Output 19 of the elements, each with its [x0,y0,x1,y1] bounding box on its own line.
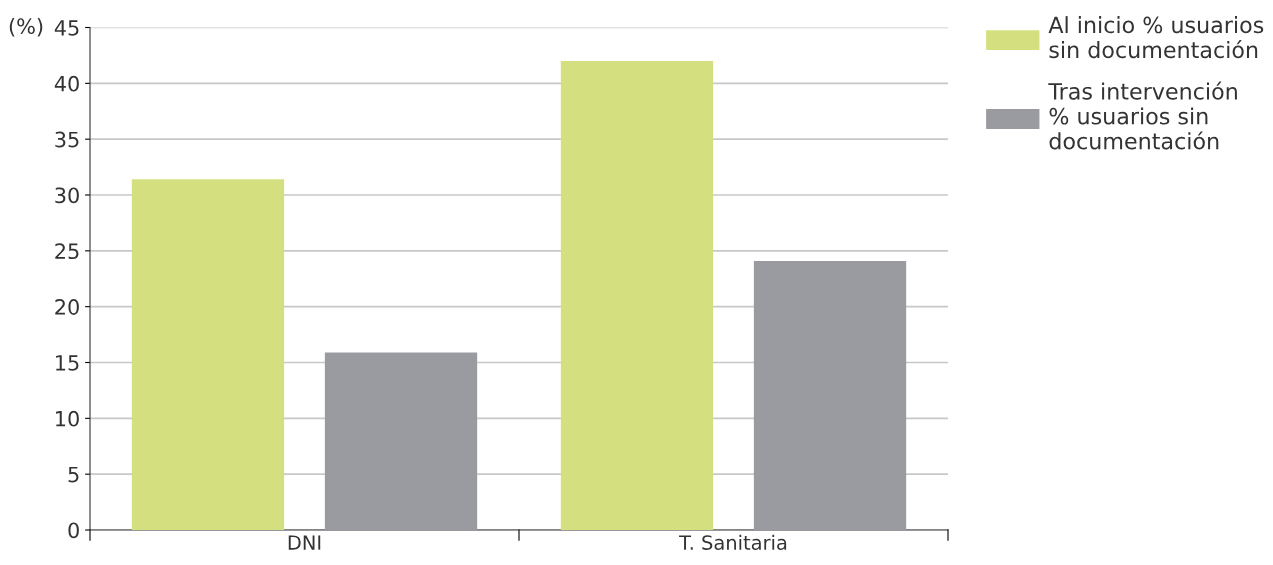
legend-label: Al inicio % usuarios sin documentación [1048,16,1264,59]
y-tick-label: 10 [56,410,79,427]
y-tick-label: 5 [68,466,79,483]
legend-label: Tras intervención % usuarios sin documentación [1048,81,1237,150]
bar [131,179,285,530]
y-tick-label: 35 [55,131,79,148]
y-tick-label: 20 [55,299,79,315]
y-tick-label: 0 [68,522,79,539]
x-tick-label: T. Sanitaria [679,534,787,550]
bar [560,61,714,530]
bar [753,260,907,530]
y-axis-title: (%) [9,17,43,37]
y-tick-label: 45 [54,20,79,36]
y-tick-label: 40 [54,75,79,92]
y-tick-label: 15 [56,355,79,371]
bar [324,352,478,530]
x-tick-label: DNI [288,535,321,550]
y-tick-label: 30 [55,187,79,204]
y-tick-label: 25 [55,243,79,260]
